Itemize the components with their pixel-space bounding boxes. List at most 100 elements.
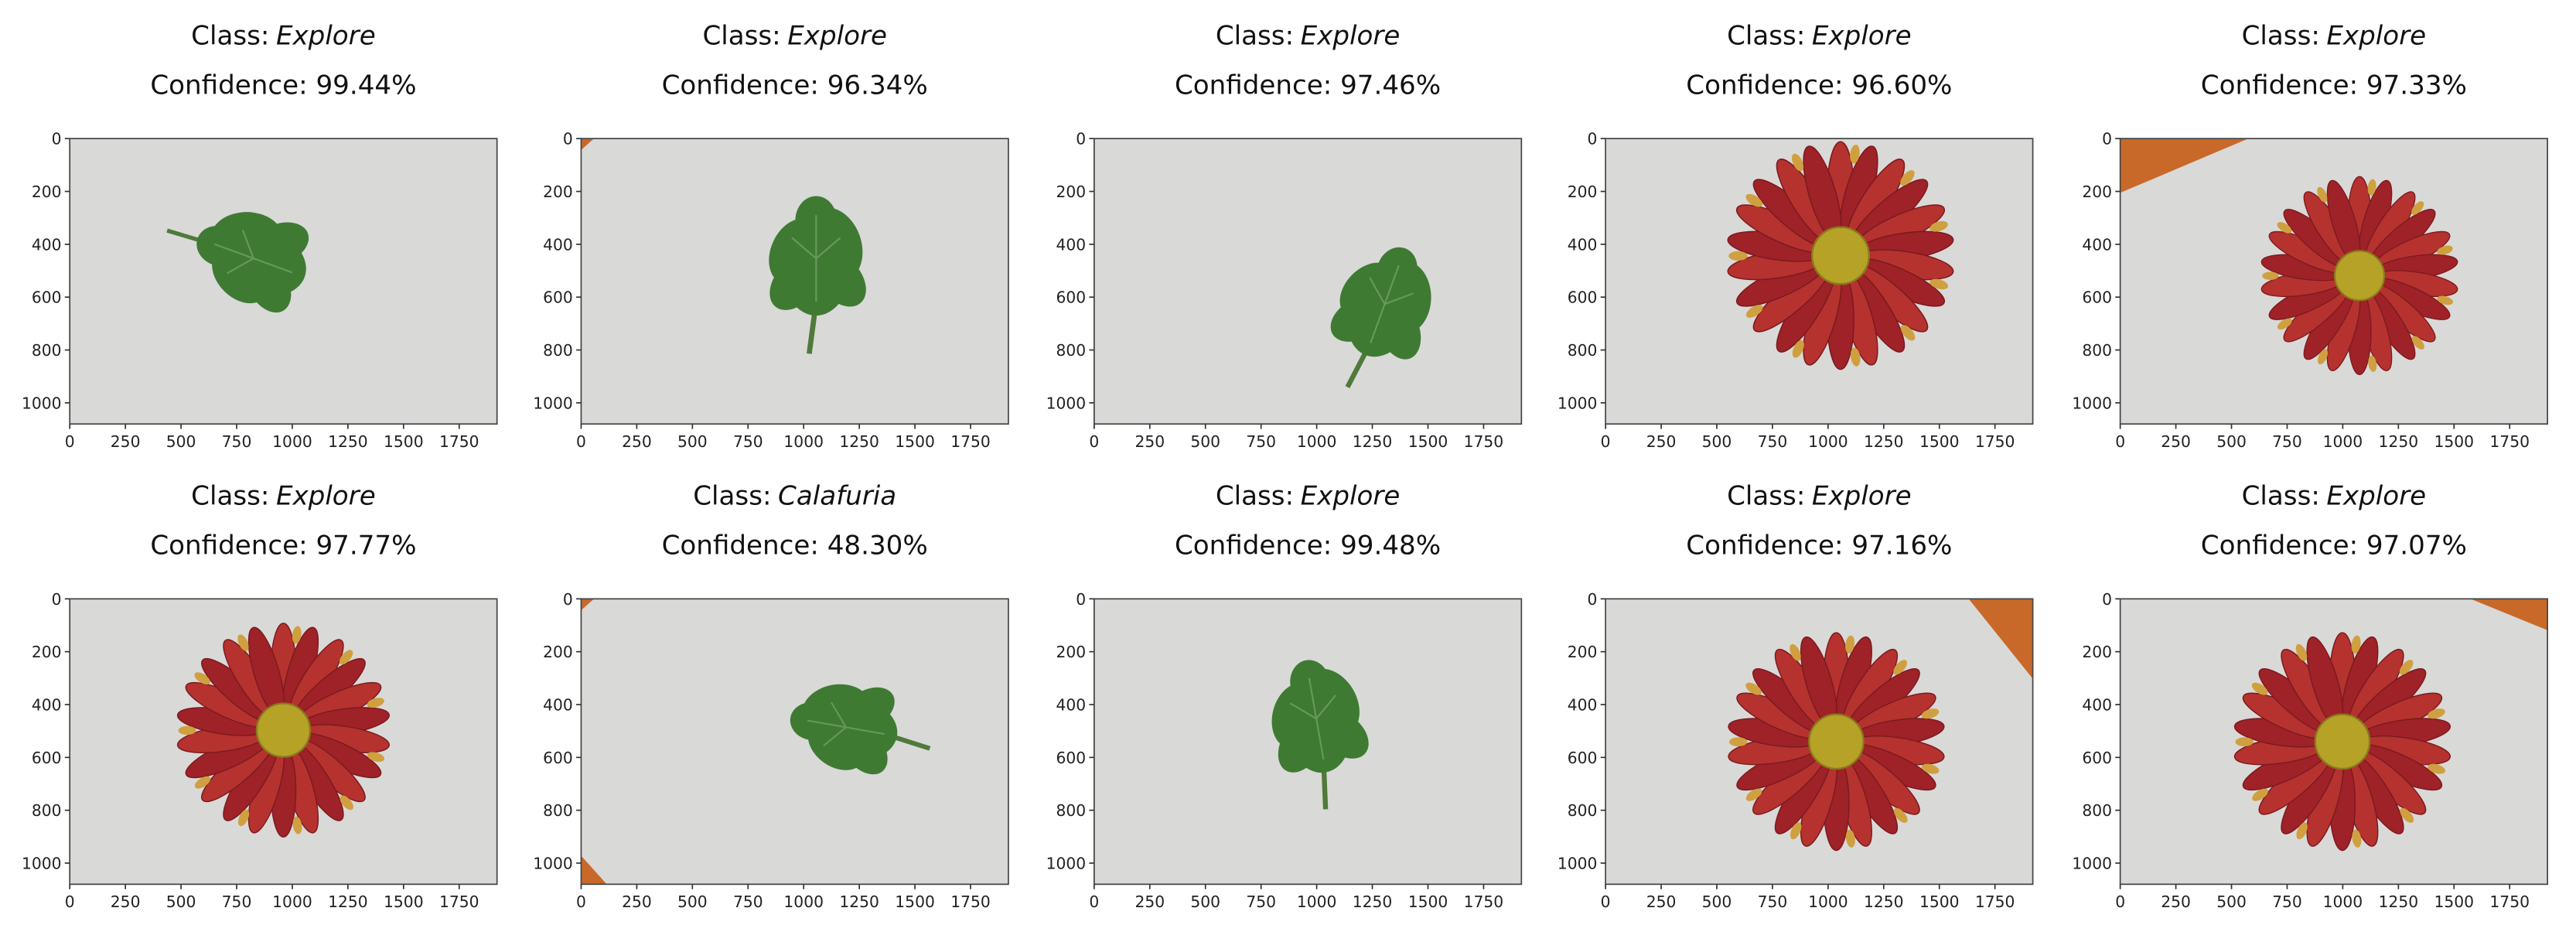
y-tick-label: 600 (2082, 288, 2112, 307)
x-tick-label: 500 (1702, 432, 1732, 451)
x-tick-label: 500 (677, 893, 708, 911)
table-corner (1968, 599, 2033, 679)
y-tick-label: 800 (543, 801, 573, 820)
class-label: Class: (1727, 21, 1805, 52)
panel-title: Class: Explore (191, 481, 376, 512)
y-tick-label: 800 (1056, 801, 1087, 820)
x-tick-label: 1000 (1808, 893, 1848, 911)
photo (581, 138, 1008, 425)
y-tick-label: 0 (563, 130, 573, 148)
x-tick-label: 0 (2115, 432, 2125, 451)
petal-tip (1900, 169, 1915, 186)
flower (1727, 141, 1954, 370)
x-tick-label: 250 (2161, 432, 2191, 451)
y-tick-label: 600 (1056, 749, 1087, 767)
petal-tip (1893, 660, 1907, 675)
x-tick-label: 1250 (839, 432, 879, 451)
petal-tip (1845, 829, 1855, 848)
x-tick-label: 500 (1190, 893, 1220, 911)
petal-tip (2352, 829, 2362, 848)
panel: Class: Explore Confidence: 99.44% 0 250 500 75… (22, 21, 498, 451)
flower-center (2333, 250, 2386, 302)
x-tick-label: 1250 (1864, 893, 1904, 911)
x-tick-label: 750 (222, 432, 252, 451)
panel: Class: Explore Confidence: 97.16% 0 250 500 75… (1558, 481, 2034, 911)
panel: Class: Calafuria Confidence: 48.30% 0 250 500… (533, 481, 1009, 911)
y-tick-label: 200 (543, 183, 573, 201)
x-tick-label: 1750 (1975, 893, 2015, 911)
x-tick-label: 0 (2115, 893, 2125, 911)
y-tick-label: 1000 (533, 854, 573, 872)
x-tick-label: 250 (1134, 432, 1165, 451)
x-tick-label: 750 (1758, 893, 1788, 911)
petal-tip (2411, 336, 2424, 350)
y-tick-label: 200 (543, 643, 573, 661)
y-tick-label: 400 (2082, 695, 2112, 714)
petal-tip (2411, 201, 2424, 215)
petal-tip (1745, 193, 1763, 207)
panel-title: Class: Explore (191, 21, 376, 52)
y-tick-label: 400 (543, 235, 573, 254)
x-tick-label: 750 (2272, 893, 2302, 911)
petal-tip (2317, 186, 2328, 203)
flower-center (255, 702, 312, 758)
petal-tip (1745, 788, 1762, 801)
x-tick-label: 250 (2161, 893, 2191, 911)
y-tick-label: 400 (1056, 695, 1087, 714)
class-name: Explore (1812, 481, 1912, 512)
class-label: Class: (702, 21, 780, 52)
confidence: Confidence: 48.30% (662, 531, 928, 561)
petal-tip (2437, 295, 2454, 305)
class-label: Class: (191, 481, 269, 512)
petal-tip (194, 672, 210, 685)
petal-tip (2399, 660, 2414, 675)
petal-tip (1929, 278, 1949, 290)
petal-tip (1845, 635, 1855, 654)
y-tick-label: 200 (1056, 183, 1087, 201)
y-tick-label: 600 (2082, 749, 2112, 767)
y-tick-label: 600 (1568, 288, 1598, 307)
panel: Class: Explore Confidence: 97.07% 0 250 500 75… (2072, 481, 2548, 911)
petal-tip (194, 776, 211, 789)
petal-tip (367, 752, 385, 763)
y-tick-label: 800 (1568, 801, 1598, 820)
panel: Class: Explore Confidence: 96.34% 0 250 500 75… (533, 21, 1009, 451)
x-tick-label: 1250 (839, 893, 879, 911)
photo (2120, 599, 2548, 885)
leaf (1271, 660, 1369, 810)
x-tick-label: 1000 (1297, 893, 1337, 911)
x-tick-label: 1250 (1353, 893, 1393, 911)
y-tick-label: 1000 (1046, 854, 1087, 872)
leaf-vein (1369, 265, 1414, 343)
petal-tip (2251, 682, 2268, 695)
leaf (769, 196, 866, 354)
class-label: Class: (1727, 481, 1805, 512)
y-tick-label: 1000 (22, 394, 62, 412)
petal-tip (1900, 325, 1916, 341)
y-tick-label: 1000 (533, 394, 573, 412)
leaf-vein (807, 701, 885, 746)
petal-tip (339, 650, 353, 665)
y-tick-label: 800 (2082, 341, 2112, 360)
x-tick-label: 750 (222, 893, 252, 911)
x-tick-label: 0 (576, 432, 586, 451)
photo (70, 599, 497, 885)
x-tick-label: 1500 (384, 893, 424, 911)
y-tick-label: 600 (32, 288, 62, 307)
petal-tip (2437, 245, 2453, 255)
axes-frame (580, 598, 1009, 886)
x-tick-label: 750 (733, 893, 763, 911)
panel-title: Class: Calafuria (693, 481, 896, 512)
flower-center (1810, 226, 1871, 285)
y-tick-label: 1000 (1558, 394, 1598, 412)
class-label: Class: (1216, 481, 1294, 512)
x-tick-label: 1500 (1408, 432, 1448, 451)
photo (2120, 138, 2548, 425)
y-tick-label: 600 (32, 749, 62, 767)
y-tick-label: 0 (1588, 130, 1598, 148)
y-tick-label: 400 (2082, 235, 2112, 254)
class-label: Class: (693, 481, 771, 512)
x-tick-label: 1250 (1353, 432, 1393, 451)
